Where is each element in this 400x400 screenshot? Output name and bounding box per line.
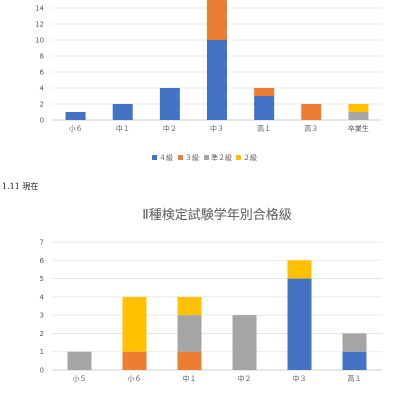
bar-segment <box>254 88 275 96</box>
date-note: 1.11 現在 <box>2 182 39 191</box>
chart-1-stacked-bar: 0 2 4 6 8 10 12 14 小６ 中１ 中２ 中３ 高１ 高３ 卒業生 ４級 ３級 準２級 ２級 <box>35 0 382 162</box>
legend-swatch <box>178 155 183 160</box>
y-tick-label: 2 <box>40 330 44 338</box>
x-category-label: 高３ <box>304 124 318 133</box>
bar-segment <box>122 351 147 370</box>
y-tick-label: 8 <box>40 53 44 61</box>
bar-segment <box>348 112 369 120</box>
y-tick-label: 5 <box>40 275 44 283</box>
x-category-label: 高１ <box>257 124 271 133</box>
bar-segment <box>122 296 147 352</box>
y-tick-label: 0 <box>40 117 44 125</box>
bar-segment <box>232 315 257 370</box>
y-tick-label: 3 <box>40 312 44 320</box>
legend-label: ４級 <box>159 153 173 162</box>
bar-segment <box>112 104 133 120</box>
bar-segment <box>177 315 202 352</box>
y-tick-label: 7 <box>40 239 44 247</box>
x-category-label: 小６ <box>69 124 83 133</box>
bar-segment <box>342 351 367 370</box>
y-tick-label: 4 <box>40 85 45 93</box>
y-tick-label: 0 <box>40 367 44 375</box>
bar-segment <box>342 333 367 352</box>
chart-title: Ⅱ種検定試験学年別合格級 <box>142 207 291 223</box>
x-category-label: 小５ <box>73 374 87 383</box>
legend-label: ３級 <box>185 153 199 162</box>
legend-label: ２級 <box>243 153 257 162</box>
bar-segment <box>177 296 202 316</box>
x-category-label: 中３ <box>293 374 307 383</box>
x-category-label: 卒業生 <box>348 124 369 133</box>
bar-segment <box>287 278 312 370</box>
y-tick-label: 1 <box>40 348 44 356</box>
chart-2-stacked-bar: Ⅱ種検定試験学年別合格級 0 1 2 3 4 5 6 7 小５ 小６ 中１ 中２ 中３ 高１ <box>40 207 382 383</box>
bar-segment <box>207 0 227 40</box>
y-tick-label: 12 <box>35 21 44 29</box>
x-category-label: 中２ <box>163 124 177 133</box>
bar-segment <box>301 104 322 120</box>
x-category-label: 中２ <box>238 374 252 383</box>
y-tick-label: 10 <box>35 37 44 45</box>
bar-segment <box>287 260 312 279</box>
bar-segment <box>348 104 369 112</box>
y-tick-label: 4 <box>40 293 45 301</box>
x-category-label: 中１ <box>116 124 130 133</box>
bar-segment <box>254 96 275 120</box>
x-category-label: 中１ <box>183 374 197 383</box>
legend-swatch <box>236 155 241 160</box>
legend: ４級 ３級 準２級 ２級 <box>152 153 257 162</box>
bar-segment <box>177 351 202 370</box>
legend-swatch <box>152 155 157 160</box>
bar-segment <box>207 40 227 120</box>
legend-label: 準２級 <box>211 153 232 162</box>
bar-segment <box>65 112 86 120</box>
legend-swatch <box>204 155 209 160</box>
y-tick-label: 14 <box>35 5 44 13</box>
y-tick-label: 2 <box>40 101 44 109</box>
bar-segment <box>159 88 180 120</box>
x-category-label: 中３ <box>210 124 224 133</box>
y-tick-label: 6 <box>40 69 45 77</box>
x-category-label: 小６ <box>128 374 142 383</box>
y-tick-label: 6 <box>40 257 45 265</box>
x-category-label: 高１ <box>348 374 362 383</box>
bar-segment <box>67 351 92 370</box>
